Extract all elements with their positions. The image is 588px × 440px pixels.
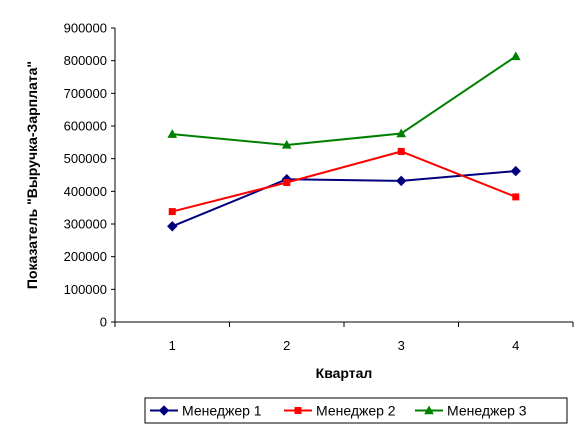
legend-label: Менеджер 2 xyxy=(316,403,396,419)
x-tick-label: 4 xyxy=(512,338,519,353)
legend: Менеджер 1 Менеджер 2 Менеджер 3 xyxy=(144,397,568,424)
y-axis-ticks: 0 100000 200000 300000 400000 500000 600000 700… xyxy=(64,21,115,330)
series-line xyxy=(172,150,517,213)
x-axis-ticks: 1 2 3 4 xyxy=(114,322,574,353)
legend-item: Менеджер 1 xyxy=(150,403,262,419)
data-point xyxy=(397,147,405,155)
series-line xyxy=(172,55,517,146)
plot-background xyxy=(115,28,573,322)
series-line xyxy=(171,170,516,228)
data-point xyxy=(510,165,521,177)
y-axis-title: Показатель "Выручка-Зарплата" xyxy=(24,61,40,289)
plot-area xyxy=(114,28,573,323)
y-tick-label: 800000 xyxy=(64,53,107,68)
y-tick-label: 200000 xyxy=(64,249,107,264)
data-point xyxy=(283,179,291,187)
data-point xyxy=(167,129,178,138)
legend-box xyxy=(144,397,568,424)
legend-label: Менеджер 3 xyxy=(447,403,527,419)
data-point xyxy=(512,193,520,201)
legend-marker xyxy=(424,405,434,415)
series-2 xyxy=(168,147,520,216)
y-tick-label: 700000 xyxy=(64,86,107,101)
data-point xyxy=(281,139,292,149)
legend-marker xyxy=(294,407,302,414)
y-tick-label: 300000 xyxy=(64,217,107,232)
y-tick-label: 600000 xyxy=(64,119,107,134)
data-point xyxy=(167,221,178,232)
legend-item: Менеджер 2 xyxy=(284,403,396,419)
legend-item: Менеджер 3 xyxy=(415,403,527,419)
x-tick-label: 1 xyxy=(169,338,176,353)
x-tick-label: 3 xyxy=(398,338,405,353)
data-point xyxy=(510,51,521,61)
data-point xyxy=(396,175,407,187)
series-group xyxy=(167,51,521,232)
x-tick-label: 2 xyxy=(283,338,290,353)
legend-label: Менеджер 1 xyxy=(182,403,262,419)
series-3 xyxy=(167,51,521,149)
y-tick-label: 0 xyxy=(100,315,107,330)
y-tick-label: 500000 xyxy=(64,151,107,166)
x-axis-title: Квартал xyxy=(316,365,373,381)
data-point xyxy=(396,128,407,138)
data-point xyxy=(168,208,176,216)
legend-marker xyxy=(158,405,170,416)
y-tick-label: 900000 xyxy=(64,21,107,36)
y-tick-label: 100000 xyxy=(64,282,107,297)
y-tick-label: 400000 xyxy=(64,184,107,199)
